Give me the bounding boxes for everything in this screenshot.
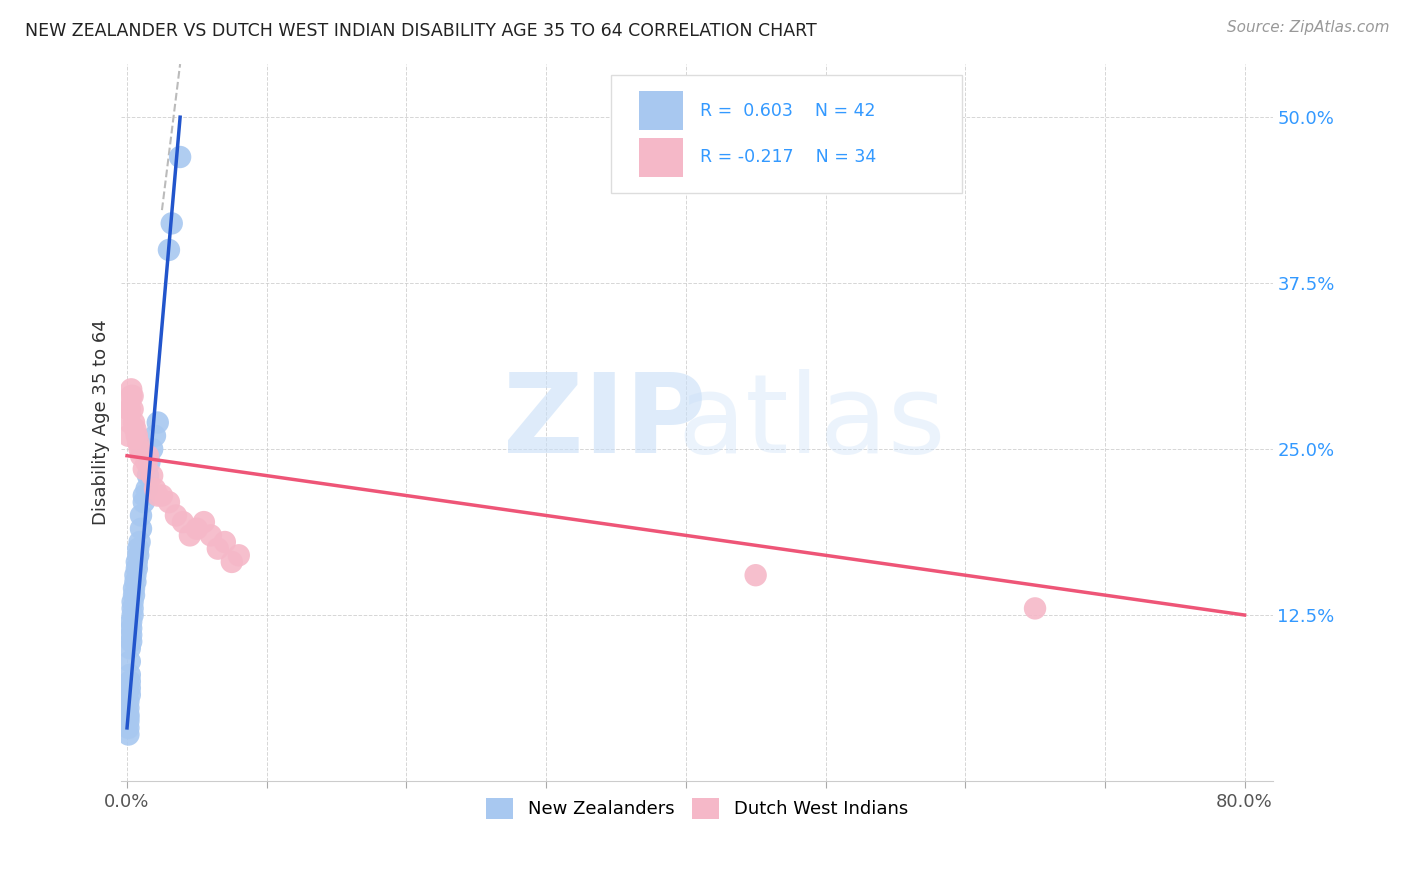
Point (121, 402, 143, 417)
Point (157, 243, 180, 257)
Point (1024, 601, 1046, 615)
Point (127, 541, 149, 556)
Point (117, 429, 139, 443)
Point (132, 495, 155, 509)
Point (135, 482, 157, 496)
Y-axis label: Disability Age 35 to 64: Disability Age 35 to 64 (93, 319, 110, 525)
Point (143, 482, 166, 496)
Point (118, 688, 141, 702)
Point (118, 416, 141, 430)
Point (160, 216, 183, 230)
Point (120, 621, 142, 635)
Point (117, 710, 139, 724)
Point (120, 615, 142, 629)
Point (124, 574, 146, 589)
Point (186, 522, 208, 536)
Point (146, 416, 169, 430)
Point (136, 449, 159, 463)
Point (120, 389, 142, 403)
Point (193, 515, 215, 529)
Point (125, 429, 148, 443)
Point (120, 382, 142, 396)
Point (744, 568, 766, 582)
Point (121, 389, 143, 403)
Point (118, 681, 141, 695)
Point (118, 402, 141, 417)
Point (117, 707, 139, 722)
Point (122, 588, 145, 602)
Point (125, 555, 148, 569)
Point (228, 549, 250, 563)
Point (124, 422, 146, 436)
Point (121, 595, 143, 609)
Point (143, 429, 166, 443)
Point (127, 435, 149, 450)
Point (117, 701, 139, 715)
Point (200, 528, 222, 542)
Text: atlas: atlas (678, 369, 946, 476)
FancyBboxPatch shape (610, 75, 962, 193)
Point (118, 667, 141, 681)
Point (129, 449, 152, 463)
Point (117, 402, 139, 417)
Point (135, 455, 157, 469)
Point (172, 515, 194, 529)
Point (207, 541, 229, 556)
Point (121, 608, 143, 623)
Bar (640, 137, 683, 177)
Point (165, 508, 187, 523)
Point (117, 721, 139, 735)
Legend: New Zealanders, Dutch West Indians: New Zealanders, Dutch West Indians (479, 790, 915, 826)
Point (127, 549, 149, 563)
Point (132, 489, 155, 503)
Point (118, 655, 141, 669)
Point (138, 455, 160, 469)
Point (117, 727, 139, 741)
Point (125, 561, 148, 575)
Point (117, 694, 139, 708)
Point (128, 535, 150, 549)
Point (122, 582, 145, 596)
Point (136, 468, 159, 483)
Point (124, 568, 146, 582)
Point (179, 528, 201, 542)
Point (132, 462, 155, 476)
Point (157, 495, 180, 509)
Point (150, 489, 173, 503)
Point (169, 150, 191, 164)
Point (120, 634, 142, 648)
Point (141, 442, 163, 456)
Bar (640, 91, 683, 130)
Point (128, 442, 150, 456)
Text: NEW ZEALANDER VS DUTCH WEST INDIAN DISABILITY AGE 35 TO 64 CORRELATION CHART: NEW ZEALANDER VS DUTCH WEST INDIAN DISAB… (25, 22, 817, 40)
Point (129, 522, 152, 536)
Point (141, 468, 163, 483)
Text: ZIP: ZIP (503, 369, 707, 476)
Point (129, 508, 152, 523)
Point (120, 628, 142, 642)
Point (118, 674, 141, 689)
Text: R =  0.603    N = 42: R = 0.603 N = 42 (700, 102, 876, 120)
Text: Source: ZipAtlas.com: Source: ZipAtlas.com (1226, 20, 1389, 35)
Point (214, 535, 236, 549)
Point (118, 641, 141, 656)
Point (221, 555, 243, 569)
Point (122, 416, 145, 430)
Point (121, 601, 143, 615)
Text: R = -0.217    N = 34: R = -0.217 N = 34 (700, 148, 877, 166)
Point (146, 489, 169, 503)
Point (117, 714, 139, 729)
